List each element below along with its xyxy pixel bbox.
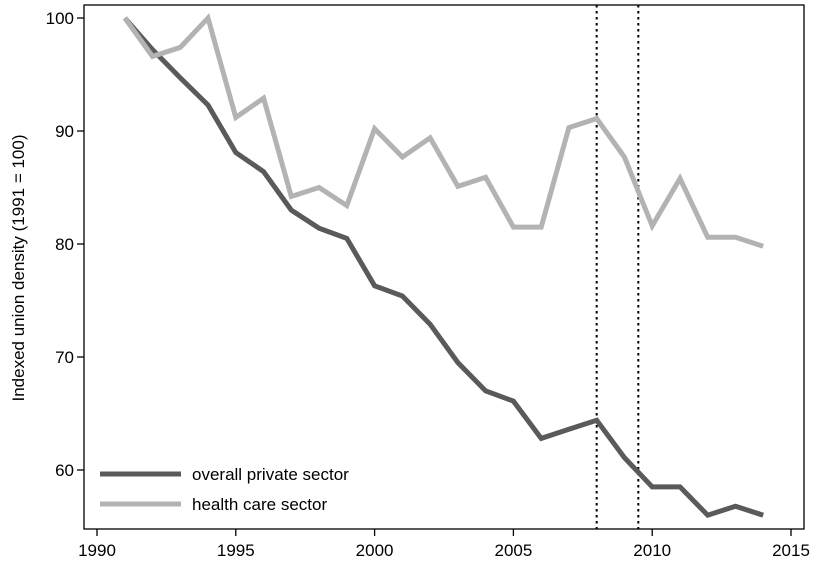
x-tick-label: 2005 [494, 541, 532, 560]
series-lines [122, 13, 764, 519]
y-tick-label: 60 [55, 461, 74, 480]
x-tick-label: 1995 [217, 541, 255, 560]
y-axis-title: Indexed union density (1991 = 100) [9, 134, 28, 401]
legend: overall private sector health care sector [100, 465, 349, 514]
series-line-overall-private-sector [122, 16, 764, 519]
x-tick-label: 2015 [772, 541, 810, 560]
x-tick-label: 2000 [356, 541, 394, 560]
legend-label: overall private sector [192, 465, 349, 484]
legend-label: health care sector [192, 495, 327, 514]
y-tick-label: 90 [55, 122, 74, 141]
series-line-health-care-sector [122, 13, 764, 249]
y-tick-label: 100 [46, 9, 74, 28]
y-tick-label: 70 [55, 348, 74, 367]
x-axis: 1990 1995 2000 2005 2010 2015 [78, 529, 810, 560]
x-tick-label: 2010 [633, 541, 671, 560]
x-tick-label: 1990 [78, 541, 116, 560]
y-tick-label: 80 [55, 235, 74, 254]
y-axis: 60 70 80 90 100 [46, 9, 84, 480]
plot-frame [83, 4, 805, 530]
